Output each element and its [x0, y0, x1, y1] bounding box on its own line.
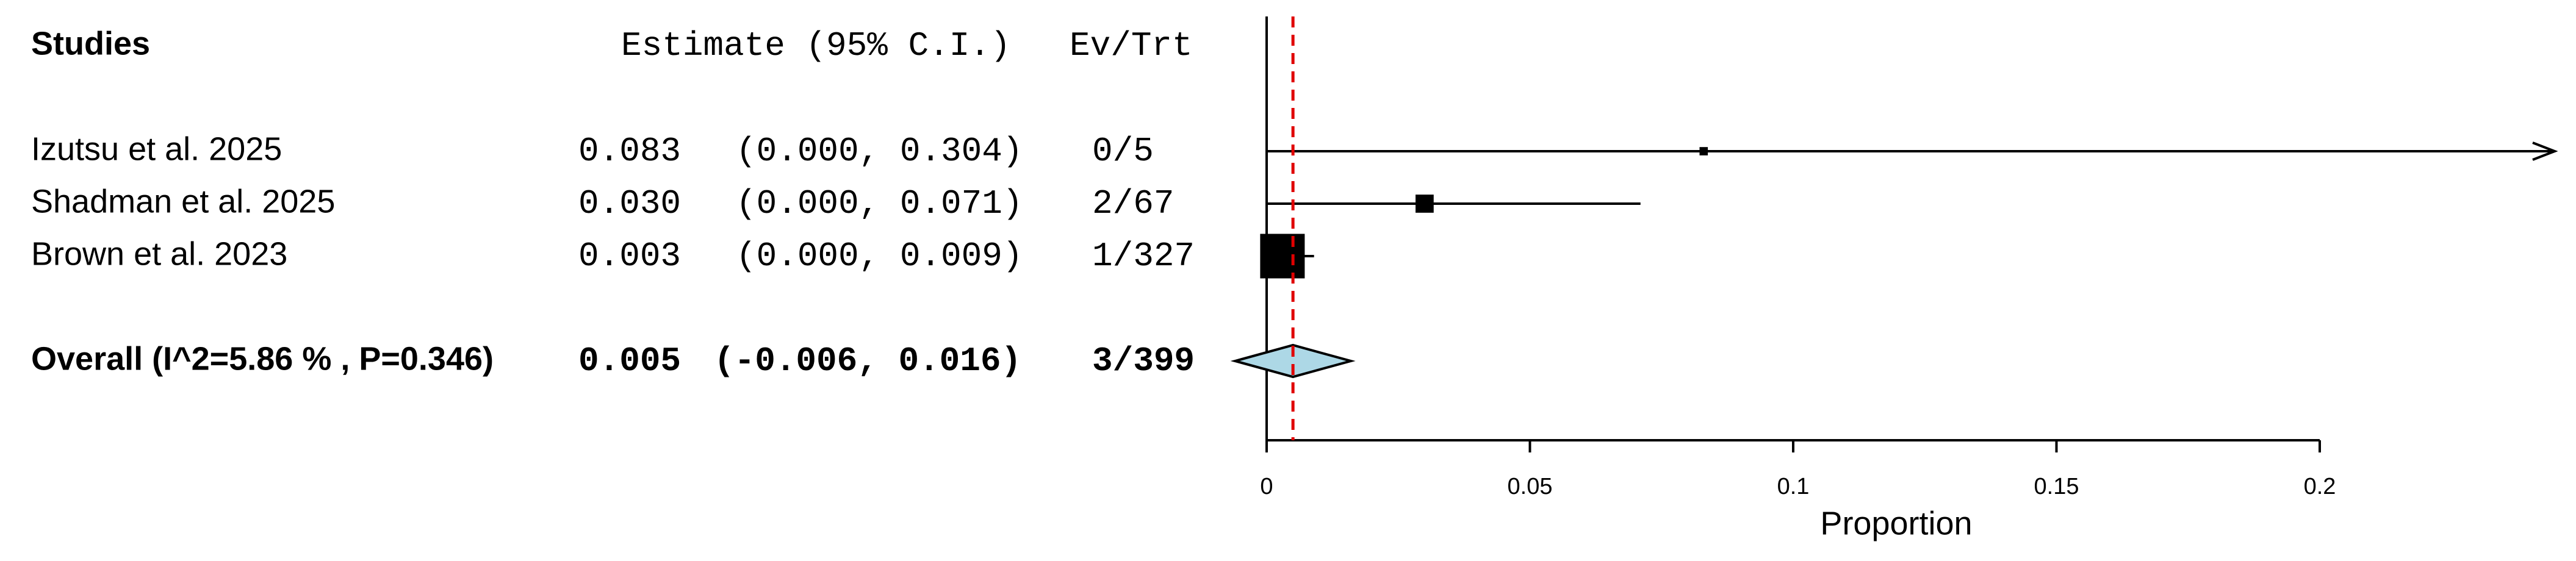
ci-arrow — [2532, 141, 2558, 161]
overall-ci: (-0.006, 0.016) — [714, 341, 1021, 381]
study-name: Shadman et al. 2025 — [31, 183, 335, 220]
overall-estimate: 0.005 — [578, 341, 681, 381]
estimate-box — [1260, 234, 1305, 279]
events-label: 1/327 — [1092, 237, 1195, 276]
overall-label: Overall (I^2=5.86 % , P=0.346) — [31, 340, 494, 377]
overall-diamond — [1230, 343, 1356, 379]
x-axis-label: Proportion — [1820, 505, 1972, 541]
estimate-box — [1416, 195, 1434, 213]
x-tick-label: 0.2 — [2304, 474, 2336, 499]
ci-label: (0.000, 0.071) — [736, 184, 1023, 223]
events-header: Ev/Trt — [1070, 26, 1193, 65]
study-name: Brown et al. 2023 — [31, 235, 287, 272]
ci-label: (0.000, 0.009) — [736, 237, 1023, 276]
studies-header: Studies — [31, 25, 150, 62]
estimate-label: 0.030 — [578, 184, 681, 223]
estimate-box — [1699, 147, 1708, 155]
events-label: 2/67 — [1092, 184, 1174, 223]
x-tick-label: 0.15 — [2034, 474, 2079, 499]
x-tick-label: 0.1 — [1777, 474, 1810, 499]
estimate-header: Estimate (95% C.I.) — [621, 26, 1011, 65]
x-tick-label: 0.05 — [1508, 474, 1553, 499]
x-tick-label: 0 — [1260, 474, 1273, 499]
estimate-label: 0.083 — [578, 132, 681, 171]
ci-label: (0.000, 0.304) — [736, 132, 1023, 171]
study-name: Izutsu et al. 2025 — [31, 130, 282, 167]
overall-events: 3/399 — [1092, 341, 1195, 381]
events-label: 0/5 — [1092, 132, 1154, 171]
estimate-label: 0.003 — [578, 237, 681, 276]
